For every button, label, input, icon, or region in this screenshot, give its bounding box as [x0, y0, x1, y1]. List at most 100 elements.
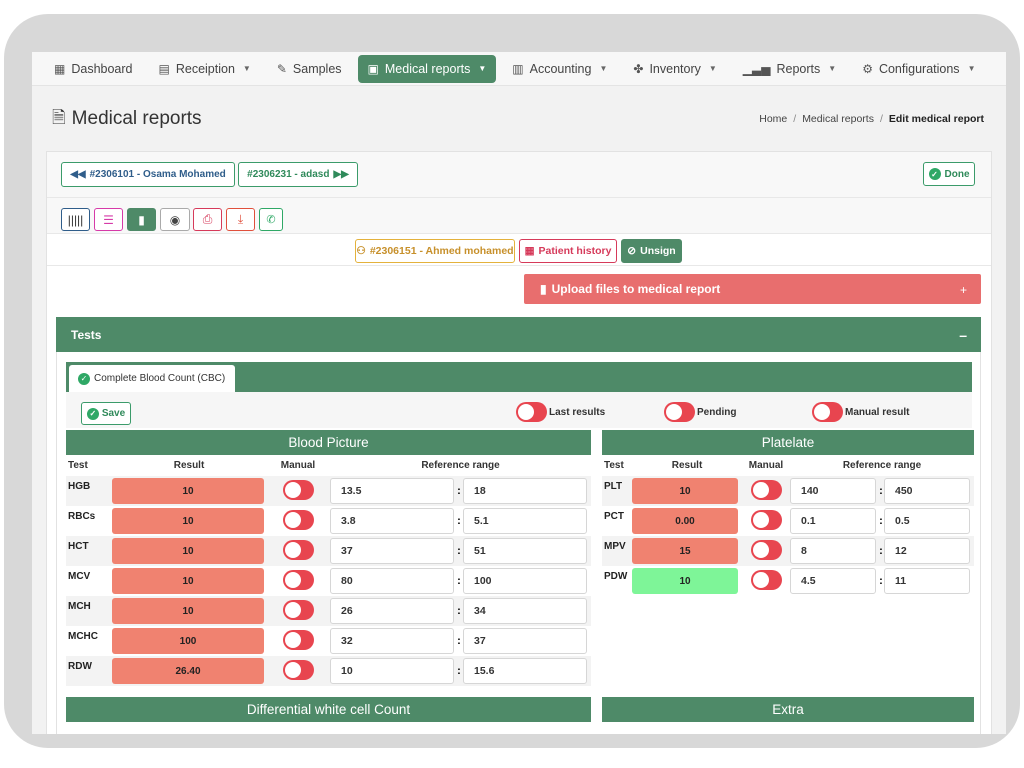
result-cell: 26.40 [112, 656, 266, 686]
range-high-input[interactable]: 0.5 [884, 508, 970, 534]
range-low-input[interactable]: 8 [790, 538, 876, 564]
range-separator: : [878, 536, 884, 566]
page-title-text: Medical reports [71, 108, 202, 129]
download-button[interactable]: ⤓ [226, 208, 255, 231]
range-low-input[interactable]: 32 [330, 628, 454, 654]
unsign-button[interactable]: ⊘ Unsign [621, 239, 682, 263]
range-low-input[interactable]: 37 [330, 538, 454, 564]
result-value[interactable]: 10 [112, 478, 264, 504]
done-button[interactable]: ✓ Done [923, 162, 975, 186]
next-patient-button[interactable]: #2306231 - adasd ▶▶ [238, 162, 358, 187]
caret-down-icon: ▼ [599, 64, 608, 73]
report-file-button[interactable]: ▮ [127, 208, 156, 231]
range-high-input[interactable]: 11 [884, 568, 970, 594]
patient-actions-row: ⚇ #2306151 - Ahmed mohamed ▦ Patient his… [47, 234, 991, 266]
test-name: RBCs [68, 511, 96, 522]
manual-toggle[interactable] [282, 629, 314, 650]
range-high-input[interactable]: 5.1 [463, 508, 587, 534]
range-high-input[interactable]: 18 [463, 478, 587, 504]
result-value[interactable]: 15 [632, 538, 738, 564]
manual-toggle[interactable] [282, 659, 314, 680]
nav-reports[interactable]: ▁▃▅ Reports ▼ [733, 55, 846, 83]
range-low-input[interactable]: 13.5 [330, 478, 454, 504]
tests-section-header[interactable]: Tests – [56, 317, 981, 352]
range-low-input[interactable]: 4.5 [790, 568, 876, 594]
range-low-input[interactable]: 3.8 [330, 508, 454, 534]
result-value[interactable]: 100 [112, 628, 264, 654]
tests-body: ✓ Complete Blood Count (CBC) ✓ Save Last… [56, 352, 981, 734]
result-cell: 15 [632, 536, 742, 566]
manual-toggle[interactable] [750, 569, 782, 590]
blood-picture-title: Blood Picture [66, 430, 591, 455]
manual-toggle[interactable] [282, 539, 314, 560]
range-low-cell: 80 [330, 566, 455, 596]
result-value[interactable]: 26.40 [112, 658, 264, 684]
range-high-input[interactable]: 34 [463, 598, 587, 624]
table-row: MCH 10 26:34 [66, 596, 591, 626]
result-value[interactable]: 10 [112, 508, 264, 534]
calendar-icon: ▦ [524, 245, 535, 257]
pending-toggle[interactable] [664, 402, 695, 422]
result-value[interactable]: 10 [632, 568, 738, 594]
nav-medical-reports[interactable]: ▣ Medical reports ▼ [357, 54, 497, 83]
preview-button[interactable]: ◉ [160, 208, 190, 231]
last-results-toggle[interactable] [516, 402, 547, 422]
nav-samples[interactable]: ✎ Samples [267, 55, 352, 83]
save-button[interactable]: ✓ Save [81, 402, 131, 425]
list-button[interactable]: ☰ [94, 208, 123, 231]
tab-cbc[interactable]: ✓ Complete Blood Count (CBC) [69, 365, 235, 392]
breadcrumb-separator: / [879, 113, 883, 125]
patient-history-button[interactable]: ▦ Patient history [519, 239, 617, 263]
range-low-input[interactable]: 140 [790, 478, 876, 504]
breadcrumb-section[interactable]: Medical reports [802, 113, 874, 125]
manual-cell [266, 656, 330, 686]
collapse-icon[interactable]: – [959, 326, 967, 343]
upload-files-panel[interactable]: ▮ Upload files to medical report + [524, 274, 981, 304]
range-high-input[interactable]: 51 [463, 538, 587, 564]
range-low-cell: 26 [330, 596, 455, 626]
manual-toggle[interactable] [282, 599, 314, 620]
check-circle-icon: ✓ [78, 372, 90, 385]
range-low-input[interactable]: 10 [330, 658, 454, 684]
result-value[interactable]: 10 [112, 568, 264, 594]
barcode-button[interactable]: ||||| [61, 208, 90, 231]
range-high-input[interactable]: 12 [884, 538, 970, 564]
result-value[interactable]: 10 [112, 538, 264, 564]
manual-toggle[interactable] [282, 509, 314, 530]
manual-toggle[interactable] [282, 569, 314, 590]
column-header-manual: Manual [742, 455, 790, 476]
nav-dashboard[interactable]: ▦ Dashboard [44, 55, 143, 83]
range-low-input[interactable]: 26 [330, 598, 454, 624]
range-high-input[interactable]: 15.6 [463, 658, 587, 684]
manual-toggle[interactable] [282, 479, 314, 500]
manual-result-label: Manual result [845, 406, 910, 418]
manual-toggle[interactable] [750, 509, 782, 530]
manual-result-toggle[interactable] [812, 402, 843, 422]
range-low-input[interactable]: 80 [330, 568, 454, 594]
range-high-input[interactable]: 37 [463, 628, 587, 654]
blood-picture-panel: Blood Picture Test Result Manual Referen… [66, 430, 591, 686]
nav-accounting[interactable]: ▥ Accounting ▼ [502, 55, 617, 83]
nav-inventory[interactable]: ✤ Inventory ▼ [623, 55, 726, 83]
manual-cell [266, 536, 330, 566]
previous-patient-button[interactable]: ◀◀ #2306101 - Osama Mohamed [61, 162, 235, 187]
result-value[interactable]: 10 [112, 598, 264, 624]
result-value[interactable]: 0.00 [632, 508, 738, 534]
whatsapp-button[interactable]: ✆ [259, 208, 283, 231]
double-left-icon: ◀◀ [70, 169, 86, 180]
result-value[interactable]: 10 [632, 478, 738, 504]
print-button[interactable]: ⎙ [193, 208, 222, 231]
range-low-input[interactable]: 0.1 [790, 508, 876, 534]
nav-configurations[interactable]: ⚙ Configurations ▼ [852, 55, 985, 83]
boxes-icon: ✤ [633, 61, 644, 76]
extra-panel-header: Extra [602, 697, 974, 722]
nav-receiption[interactable]: ▤ Receiption ▼ [149, 55, 261, 83]
manual-cell [742, 506, 790, 536]
patient-button[interactable]: ⚇ #2306151 - Ahmed mohamed [355, 239, 515, 263]
manual-toggle[interactable] [750, 479, 782, 500]
breadcrumb-home[interactable]: Home [759, 113, 788, 125]
range-high-input[interactable]: 450 [884, 478, 970, 504]
manual-toggle[interactable] [750, 539, 782, 560]
caret-down-icon: ▼ [708, 64, 717, 73]
range-high-input[interactable]: 100 [463, 568, 587, 594]
